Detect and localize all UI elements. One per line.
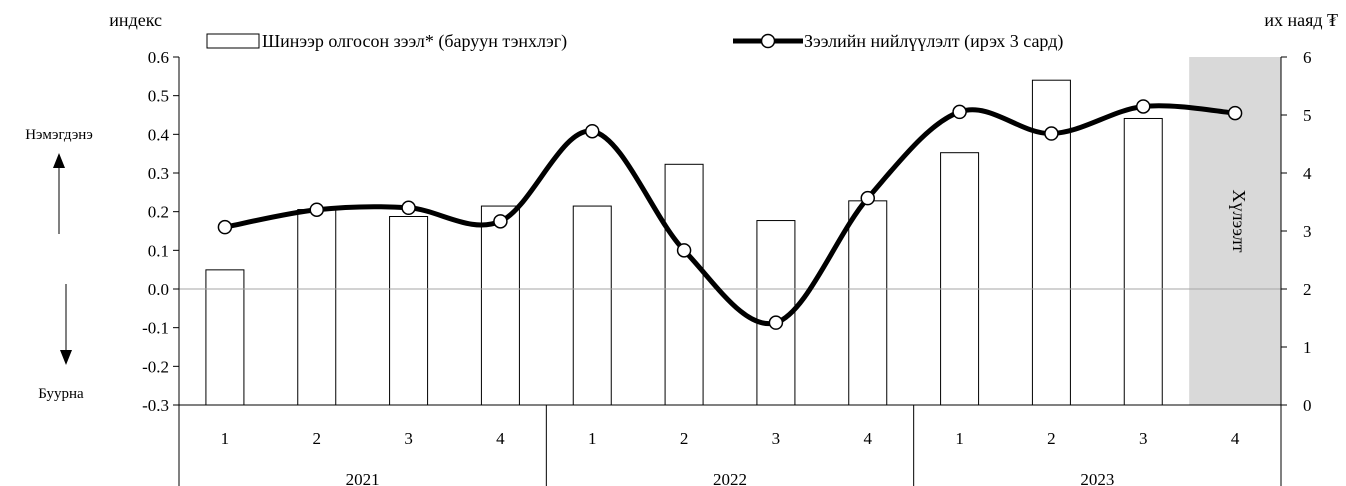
bar-1 [205,269,245,406]
left-tick-label: 0.2 [148,203,169,222]
right-tick-label: 4 [1303,164,1312,183]
bar-4 [480,205,520,406]
line-point-8 [860,190,875,206]
left-tick-label: 0.5 [148,87,169,106]
x-group-label: 2023 [1080,470,1114,486]
line-point-11 [1136,99,1151,114]
bar-5 [572,205,612,406]
right-tick-label: 3 [1303,222,1312,241]
left-tick-label: -0.1 [142,319,169,338]
right-tick-label: 2 [1303,280,1312,299]
legend-bar-swatch [206,33,260,49]
line-point-7 [768,315,784,330]
x-tick-label: 1 [588,429,597,448]
line-point-3 [401,200,416,216]
line-point-2 [309,202,324,217]
line-point-9 [952,104,967,120]
line-point-6 [676,243,692,258]
right-tick-label: 0 [1303,396,1312,415]
x-tick-label: 1 [955,429,964,448]
bar-11 [1123,117,1163,406]
x-tick-label: 4 [496,429,505,448]
left-tick-label: 0.6 [148,48,169,67]
x-tick-label: 4 [864,429,873,448]
up-arrow-icon [53,153,65,168]
x-tick-label: 3 [772,429,781,448]
line-point-12 [1227,105,1243,121]
forecast-label: Хүлээлт [1229,190,1249,253]
x-tick-label: 4 [1231,429,1240,448]
legend-line-label: Зээлийн нийлүүлэлт (ирэх 3 сард) [804,31,1063,52]
x-axis-ticks: 1 2 3 4 1 2 3 4 1 2 3 4 2021 2022 2023 [178,405,1282,486]
right-axis-ticks: 6 5 4 3 2 1 0 [1281,48,1312,415]
left-tick-label: 0.0 [148,280,169,299]
right-tick-label: 5 [1303,106,1312,125]
right-tick-label: 6 [1303,48,1312,67]
x-group-label: 2022 [713,470,747,486]
x-tick-label: 2 [313,429,322,448]
line-point-1 [217,219,233,235]
legend-bar-label: Шинээр олгосон зээл* (баруун тэнхлэг) [262,31,567,52]
right-axis-title: их наяд ₮ [1264,10,1338,30]
decrease-label: Буурна [38,386,84,402]
left-tick-label: -0.3 [142,396,169,415]
left-tick-label: 0.3 [148,164,169,183]
line-point-10 [1044,126,1059,141]
x-tick-label: 2 [680,429,689,448]
legend: Шинээр олгосон зээл* (баруун тэнхлэг) Зэ… [206,31,1063,52]
line-point-5 [585,123,600,139]
bar-6 [664,163,704,406]
x-tick-label: 3 [404,429,413,448]
line-series [222,103,1238,327]
right-tick-label: 1 [1303,338,1312,357]
x-group-label: 2021 [346,470,380,486]
bar-2 [297,209,337,406]
x-tick-label: 3 [1139,429,1148,448]
left-tick-label: 0.4 [148,125,170,144]
left-axis-ticks: 0.6 0.5 0.4 0.3 0.2 0.1 0.0 -0.1 -0.2 -0.3 [142,48,179,415]
bar-8 [848,200,888,406]
x-tick-label: 1 [221,429,230,448]
line-point-4 [493,214,508,229]
left-tick-label: -0.2 [142,357,169,376]
bar-9 [940,152,980,406]
line-markers [217,99,1243,330]
down-arrow-icon [60,350,72,365]
bar-series [205,79,1163,406]
increase-label: Нэмэгдэнэ [25,127,93,143]
bar-3 [389,216,429,406]
legend-line-marker [760,33,776,49]
x-tick-label: 2 [1047,429,1056,448]
left-tick-label: 0.1 [148,241,169,260]
left-axis-title: индекс [109,10,162,30]
